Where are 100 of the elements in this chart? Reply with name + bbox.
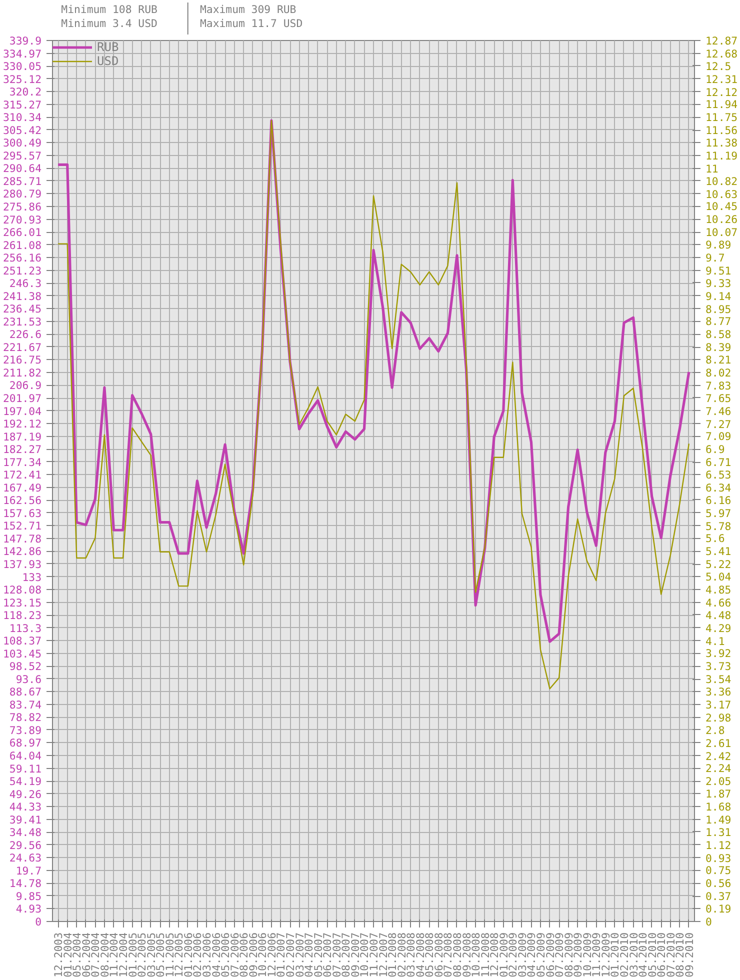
text: Maximum 309 RUB <box>200 3 296 16</box>
y-tick-label: 256.16 <box>3 252 42 265</box>
text: Minimum 3.4 USD <box>61 17 158 30</box>
y2-tick-label: 1.49 <box>706 814 732 827</box>
y2-tick-label: 9.14 <box>706 290 732 303</box>
y-tick-label: 123.15 <box>3 596 42 610</box>
y2-tick-label: 12.5 <box>706 60 732 73</box>
y2-tick-label: 6.9 <box>706 443 725 456</box>
y-tick-label: 177.34 <box>3 456 42 469</box>
y2-tick-label: 9.33 <box>706 276 732 290</box>
y2-tick-label: 5.04 <box>706 570 732 584</box>
y2-tick-label: 11 <box>706 162 718 176</box>
y-tick-label: 206.9 <box>9 379 42 392</box>
y-tick-label: 270.93 <box>3 213 42 226</box>
y2-tick-label: 0.75 <box>706 864 732 878</box>
y2-tick-label: 10.26 <box>706 213 738 226</box>
y2-tick-label: 7.65 <box>706 392 732 405</box>
y2-tick-label: 0.37 <box>706 890 732 904</box>
y-tick-label: 192.12 <box>3 418 42 431</box>
y2-tick-label: 6.34 <box>706 482 732 495</box>
y-tick-label: 315.27 <box>3 98 42 112</box>
y-tick-label: 137.93 <box>3 558 42 571</box>
y-tick-label: 68.97 <box>9 736 42 750</box>
y-tick-label: 197.04 <box>3 404 42 418</box>
y2-tick-label: 0 <box>706 916 712 928</box>
y2-tick-label: 2.42 <box>706 750 732 763</box>
y-tick-label: 251.23 <box>3 264 42 278</box>
y2-tick-label: 5.41 <box>706 545 732 558</box>
y-tick-label: 118.23 <box>3 609 42 622</box>
y-tick-label: 78.82 <box>9 711 42 724</box>
y2-tick-label: 8.02 <box>706 366 732 380</box>
y2-tick-label: 7.09 <box>706 430 732 444</box>
y-tick-label: 226.6 <box>9 328 42 342</box>
y-tick-label: 147.78 <box>3 532 42 546</box>
y-tick-label: 216.75 <box>3 354 42 367</box>
y-tick-label: 59.11 <box>9 762 42 776</box>
x-tick-label: 05.2009 <box>534 932 548 978</box>
y2-tick-label: 8.21 <box>706 353 732 366</box>
y-tick-label: 98.52 <box>9 660 42 674</box>
x-tick-label: 09.2010 <box>682 932 696 978</box>
y2-tick-label: 10.63 <box>706 188 738 201</box>
y2-tick-label: 12.68 <box>706 48 738 61</box>
y2-tick-label: 7.46 <box>706 404 732 418</box>
y2-tick-label: 0.19 <box>706 902 732 916</box>
legend-label: RUB <box>97 40 119 54</box>
text: Minimum 108 RUB <box>61 3 158 16</box>
y-tick-label: 103.45 <box>3 647 42 660</box>
y2-tick-label: 11.75 <box>706 111 738 124</box>
y-tick-label: 4.93 <box>16 902 42 916</box>
y2-tick-label: 11.38 <box>706 136 738 150</box>
y-tick-label: 83.74 <box>9 698 42 712</box>
y2-tick-label: 8.58 <box>706 328 732 342</box>
x-tick-label: 08.2008 <box>450 932 464 978</box>
y-tick-label: 49.26 <box>9 788 42 801</box>
y-tick-label: 236.45 <box>3 302 42 316</box>
y-tick-label: 93.6 <box>16 672 42 686</box>
y2-tick-label: 8.77 <box>706 315 732 328</box>
y2-tick-label: 9.7 <box>706 252 725 264</box>
y-tick-label: 39.41 <box>9 813 42 826</box>
y-tick-label: 133 <box>22 570 42 584</box>
y-tick-label: 167.49 <box>3 481 42 494</box>
y-tick-label: 241.38 <box>3 290 42 303</box>
y-tick-label: 172.41 <box>3 468 42 482</box>
y-tick-label: 19.7 <box>16 864 42 878</box>
y-tick-label: 310.34 <box>3 111 42 124</box>
y2-tick-label: 11.56 <box>706 124 738 138</box>
y-tick-label: 280.79 <box>3 188 42 201</box>
y2-tick-label: 1.12 <box>706 838 732 852</box>
y-tick-label: 305.42 <box>3 124 42 137</box>
y2-tick-label: 9.89 <box>706 238 732 252</box>
y-tick-label: 182.27 <box>3 443 42 456</box>
y2-tick-label: 12.31 <box>706 72 738 86</box>
y-tick-label: 34.48 <box>9 826 42 840</box>
y2-tick-label: 7.27 <box>706 418 732 431</box>
y-tick-label: 266.01 <box>3 226 42 240</box>
y-tick-label: 24.63 <box>9 852 42 865</box>
y2-tick-label: 1.31 <box>706 826 732 839</box>
y-tick-label: 64.04 <box>9 750 42 763</box>
y2-tick-label: 9.51 <box>706 264 732 278</box>
y-tick-label: 334.97 <box>3 47 42 60</box>
y-tick-label: 201.97 <box>3 392 42 406</box>
y-tick-label: 330.05 <box>3 60 42 74</box>
y2-tick-label: 4.29 <box>706 622 732 635</box>
y2-tick-label: 0.93 <box>706 852 732 865</box>
y2-tick-label: 3.36 <box>706 685 732 698</box>
y2-tick-label: 4.66 <box>706 596 732 610</box>
y-tick-label: 73.89 <box>9 724 42 737</box>
y-tick-label: 275.86 <box>3 200 42 214</box>
y2-tick-label: 2.61 <box>706 736 732 750</box>
y-tick-label: 285.71 <box>3 174 42 188</box>
y-tick-label: 9.85 <box>16 890 42 903</box>
legend-label: USD <box>97 54 119 68</box>
y-tick-label: 246.3 <box>9 277 42 290</box>
y-tick-label: 108.37 <box>3 634 42 648</box>
y2-tick-label: 2.05 <box>706 775 732 788</box>
y2-tick-label: 6.53 <box>706 468 732 482</box>
y-tick-label: 0 <box>35 916 42 928</box>
x-tick-label: 02.2010 <box>618 932 631 978</box>
y2-tick-label: 5.78 <box>706 520 732 533</box>
y-tick-label: 142.86 <box>3 545 42 558</box>
